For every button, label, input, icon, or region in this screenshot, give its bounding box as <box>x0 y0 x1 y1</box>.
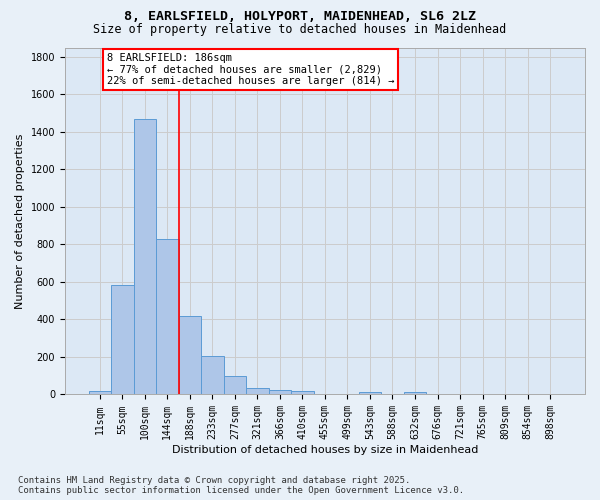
Bar <box>201 356 224 395</box>
Bar <box>291 391 314 394</box>
Bar <box>111 285 134 395</box>
Text: 8, EARLSFIELD, HOLYPORT, MAIDENHEAD, SL6 2LZ: 8, EARLSFIELD, HOLYPORT, MAIDENHEAD, SL6… <box>124 10 476 23</box>
Bar <box>404 392 426 394</box>
Text: 8 EARLSFIELD: 186sqm
← 77% of detached houses are smaller (2,829)
22% of semi-de: 8 EARLSFIELD: 186sqm ← 77% of detached h… <box>107 53 394 86</box>
Bar <box>269 390 291 394</box>
Bar <box>359 392 381 394</box>
Bar <box>156 239 179 394</box>
Bar <box>134 119 156 394</box>
Text: Contains HM Land Registry data © Crown copyright and database right 2025.
Contai: Contains HM Land Registry data © Crown c… <box>18 476 464 495</box>
Bar <box>246 388 269 394</box>
X-axis label: Distribution of detached houses by size in Maidenhead: Distribution of detached houses by size … <box>172 445 478 455</box>
Bar <box>224 376 246 394</box>
Y-axis label: Number of detached properties: Number of detached properties <box>15 134 25 308</box>
Text: Size of property relative to detached houses in Maidenhead: Size of property relative to detached ho… <box>94 22 506 36</box>
Bar <box>179 316 201 394</box>
Bar <box>89 391 111 394</box>
